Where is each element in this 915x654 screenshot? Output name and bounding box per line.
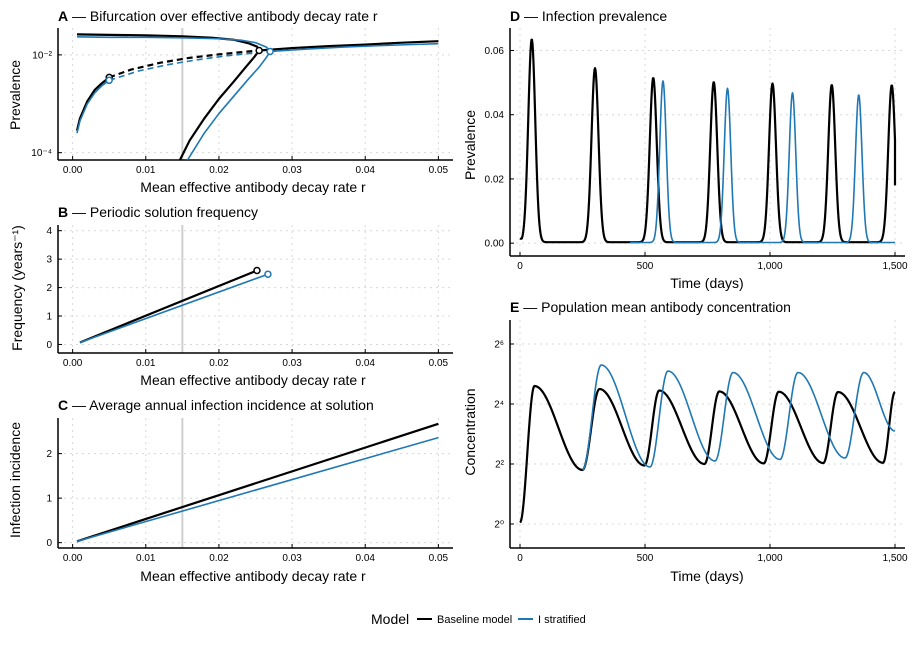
panel-d-xtick-label-2: 1,000 <box>757 261 782 272</box>
panel-c-xtick-label-1: 0.01 <box>136 553 156 564</box>
panel-b-series-stratified-1 <box>79 273 269 344</box>
panel-d-series-baseline-0 <box>519 38 897 244</box>
panel-a-series-baseline-0 <box>75 76 110 131</box>
panel-a-ylabel: Prevalence <box>7 60 23 130</box>
panel-b-xtick-label-5: 0.05 <box>429 358 449 369</box>
panel-b-xlabel: Mean effective antibody decay rate r <box>140 372 366 388</box>
panel-e-plot-area <box>519 364 896 524</box>
panel-a-xlabel: Mean effective antibody decay rate r <box>140 179 366 195</box>
panel-d-title: D — Infection prevalence <box>510 8 667 24</box>
panel-a-series-baseline-1 <box>108 49 260 79</box>
panel-d-ytick-label-2: 0.04 <box>485 110 505 121</box>
panel-a-xtick-label-0: 0.00 <box>63 165 83 176</box>
panel-a-title: A — Bifurcation over effective antibody … <box>58 8 378 24</box>
panel-e-ylabel: Concentration <box>462 388 478 475</box>
panel-b-xtick-label-3: 0.03 <box>282 358 302 369</box>
panel-e-ytick-label-1: 2² <box>495 460 505 471</box>
panel-a-ytick-label-0: 10⁻⁴ <box>31 148 52 159</box>
panel-a-ytick-label-1: 10⁻² <box>32 50 52 61</box>
panel-c-title: C — Average annual infection incidence a… <box>58 397 374 413</box>
panel-b-xtick-label-1: 0.01 <box>136 358 156 369</box>
panel-d-ytick-label-3: 0.06 <box>485 46 505 57</box>
panel-b-ytick-label-1: 1 <box>46 312 52 323</box>
panel-a-marker-2 <box>255 46 263 55</box>
panel-a-xtick-label-2: 0.02 <box>209 165 229 176</box>
panel-c-incidence: C — Average annual infection incidence a… <box>7 397 453 584</box>
panel-b-marker-1 <box>264 270 272 278</box>
panel-b-title: B — Periodic solution frequency <box>58 204 258 220</box>
panel-b-ytick-label-0: 0 <box>46 340 52 351</box>
panel-c-xtick-label-0: 0.00 <box>63 553 83 564</box>
panel-e-title: E — Population mean antibody concentrati… <box>510 299 791 315</box>
panel-e-ytick-label-2: 2⁴ <box>494 400 504 411</box>
panel-e-xtick-label-0: 0 <box>517 553 523 564</box>
panel-c-ylabel: Infection incidence <box>7 422 23 538</box>
panel-b-series-baseline-0 <box>79 269 258 344</box>
panel-b-xtick-label-4: 0.04 <box>355 358 375 369</box>
panel-d-ytick-label-1: 0.02 <box>485 174 505 185</box>
panel-c-xtick-label-4: 0.04 <box>355 553 375 564</box>
panel-e-series-stratified-1 <box>582 364 896 471</box>
panel-d-xtick-label-3: 1,500 <box>882 261 907 272</box>
panel-d-plot-area <box>519 38 897 244</box>
panel-d-xlabel: Time (days) <box>670 275 743 291</box>
panel-b-xtick-label-2: 0.02 <box>209 358 229 369</box>
panel-a-series-baseline-4 <box>259 40 439 52</box>
panel-a-xtick-label-5: 0.05 <box>429 165 449 176</box>
panel-a-series-baseline-3 <box>178 49 261 160</box>
panel-c-xtick-label-2: 0.02 <box>209 553 229 564</box>
panel-c-ytick-label-2: 2 <box>46 449 52 460</box>
panel-d-prevalence: D — Infection prevalence Time (days) Pre… <box>462 8 908 291</box>
panel-d-ylabel: Prevalence <box>462 110 478 180</box>
panel-e-ytick-label-0: 2⁰ <box>494 520 504 531</box>
panel-b-ytick-label-3: 3 <box>46 255 52 266</box>
panel-a-marker-1 <box>105 76 113 85</box>
panel-b-xtick-label-0: 0.00 <box>63 358 83 369</box>
panel-b-ytick-label-2: 2 <box>46 283 52 294</box>
legend-label-baseline: Baseline model <box>437 614 512 626</box>
panel-a-marker-3 <box>266 47 274 56</box>
legend-title: Model <box>371 611 409 627</box>
panel-e-antibody: E — Population mean antibody concentrati… <box>462 299 908 584</box>
panel-a-xtick-label-4: 0.04 <box>355 165 375 176</box>
panel-d-xtick-label-1: 500 <box>637 261 654 272</box>
panel-c-plot-area <box>76 422 439 543</box>
panel-c-ytick-label-1: 1 <box>46 494 52 505</box>
panel-d-series-stratified-1 <box>629 80 896 244</box>
panel-e-xtick-label-2: 1,000 <box>757 553 782 564</box>
panel-a-series-stratified-7 <box>77 36 271 52</box>
panel-e-xtick-label-3: 1,500 <box>882 553 907 564</box>
panel-a-xtick-label-1: 0.01 <box>136 165 156 176</box>
panel-b-plot-area <box>79 269 269 344</box>
panel-b-frequency: B — Periodic solution frequency Mean eff… <box>9 204 453 388</box>
panel-a-series-stratified-5 <box>76 79 110 134</box>
panel-e-ytick-label-3: 2⁶ <box>494 340 504 351</box>
panel-c-series-stratified-1 <box>76 436 439 543</box>
panel-a-series-stratified-6 <box>108 50 271 82</box>
legend: Model Baseline model I stratified <box>371 611 586 627</box>
panel-b-marker-0 <box>253 266 261 275</box>
panel-c-xtick-label-5: 0.05 <box>429 553 449 564</box>
panel-a-series-stratified-8 <box>186 51 271 160</box>
panel-a-bifurcation: A — Bifurcation over effective antibody … <box>7 8 453 195</box>
panel-b-ylabel: Frequency (years⁻¹) <box>9 225 25 351</box>
panel-c-ytick-label-0: 0 <box>46 538 52 549</box>
panel-a-plot-area <box>75 33 439 160</box>
panel-a-xtick-label-3: 0.03 <box>282 165 302 176</box>
panel-c-xlabel: Mean effective antibody decay rate r <box>140 568 366 584</box>
panel-e-xtick-label-1: 500 <box>637 553 654 564</box>
panel-d-xtick-label-0: 0 <box>517 261 523 272</box>
legend-label-stratified: I stratified <box>538 614 586 626</box>
panel-e-xlabel: Time (days) <box>670 568 743 584</box>
panel-c-xtick-label-3: 0.03 <box>282 553 302 564</box>
panel-d-ytick-label-0: 0.00 <box>485 239 505 250</box>
panel-c-series-baseline-0 <box>76 422 439 543</box>
panel-b-ytick-label-4: 4 <box>46 226 52 237</box>
panel-a-series-stratified-9 <box>270 42 439 53</box>
